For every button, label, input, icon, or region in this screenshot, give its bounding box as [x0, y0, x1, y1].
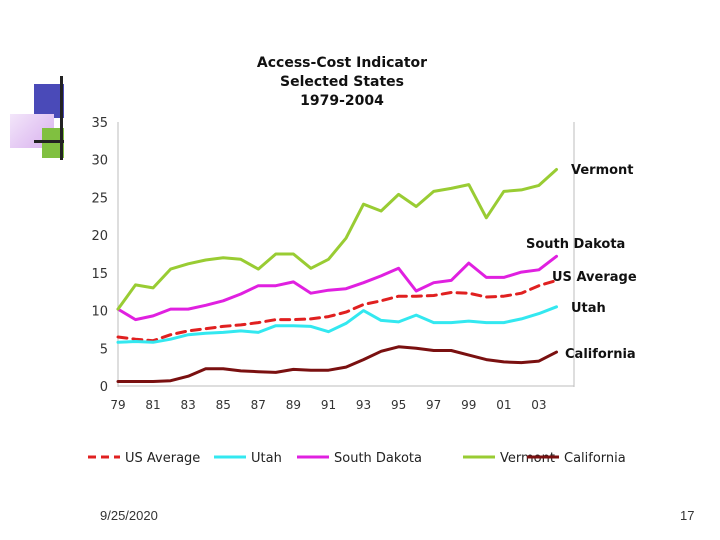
x-tick-label: 89	[286, 398, 301, 412]
y-tick-label: 20	[91, 229, 108, 244]
end-label-california: California	[565, 347, 636, 362]
deco-vertical-line	[60, 76, 63, 160]
legend-label: US Average	[125, 451, 200, 466]
x-tick-label: 91	[321, 398, 336, 412]
slide-date: 9/25/2020	[100, 508, 158, 523]
y-tick-label: 25	[91, 191, 108, 206]
x-tick-label: 99	[461, 398, 476, 412]
legend-label: California	[564, 451, 626, 466]
x-tick-label: 03	[531, 398, 546, 412]
x-tick-label: 95	[391, 398, 406, 412]
chart-subtitle-line-1: Selected States	[280, 74, 404, 90]
y-tick-label: 35	[91, 116, 108, 131]
deco-green-square	[42, 128, 64, 158]
series-line-vermont	[116, 168, 558, 311]
y-tick-labels: 0 5 10 15 20 25 30 35	[91, 116, 108, 395]
deco-blue-square	[34, 84, 64, 118]
chart-axes	[117, 122, 575, 387]
y-tick-label: 5	[100, 342, 108, 357]
x-tick-label: 79	[110, 398, 125, 412]
slide-page-number: 17	[680, 508, 695, 523]
y-tick-label: 0	[100, 380, 108, 395]
x-tick-label: 97	[426, 398, 441, 412]
series-end-labels: US Average Utah South Dakota Vermont Califor…	[526, 163, 637, 362]
end-label-south-dakota: South Dakota	[526, 237, 625, 252]
series-line-us-average	[116, 278, 558, 343]
end-label-vermont: Vermont	[571, 163, 634, 178]
chart-subtitle-line-2: 1979-2004	[300, 93, 384, 109]
y-tick-label: 15	[91, 267, 108, 282]
series-line-utah	[116, 305, 558, 344]
legend-label: Utah	[251, 451, 282, 466]
series-line-south-dakota	[116, 254, 558, 322]
series-line-california	[116, 345, 558, 383]
x-tick-label: 83	[181, 398, 196, 412]
x-tick-labels: 79 81 83 85 87 89 91 93 95 97 99 01 03	[110, 398, 546, 412]
legend-label: South Dakota	[334, 451, 422, 466]
series-lines	[116, 168, 558, 383]
end-label-utah: Utah	[571, 301, 606, 316]
y-tick-label: 30	[91, 154, 108, 169]
x-tick-label: 87	[251, 398, 266, 412]
x-tick-label: 01	[496, 398, 511, 412]
y-tick-label: 10	[91, 305, 108, 320]
chart-title: Access-Cost Indicator	[257, 55, 427, 71]
end-label-us-average: US Average	[552, 270, 637, 285]
x-tick-label: 93	[356, 398, 371, 412]
x-tick-label: 85	[216, 398, 231, 412]
chart-title-group: Access-Cost Indicator Selected States 19…	[257, 55, 427, 109]
deco-horizontal-line	[34, 140, 64, 143]
x-tick-label: 81	[145, 398, 160, 412]
